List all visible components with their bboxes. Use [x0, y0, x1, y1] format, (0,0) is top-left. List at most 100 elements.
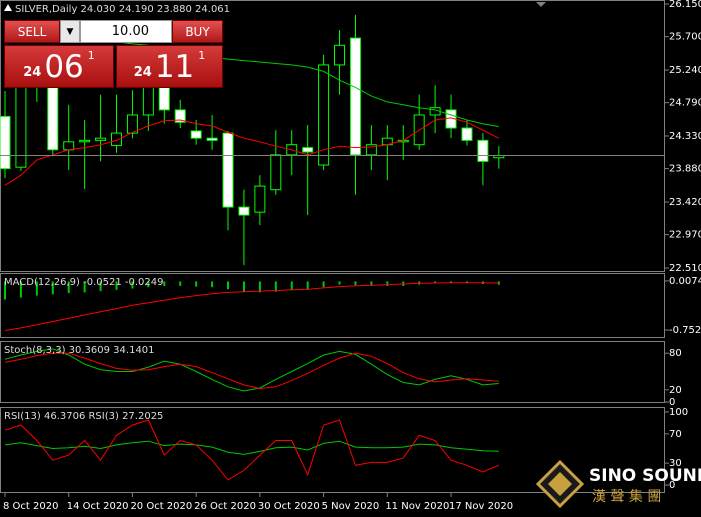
y-tick-label: -0.752	[669, 325, 701, 336]
y-tick-label: 70	[669, 429, 682, 440]
macd-histogram-bar	[370, 281, 373, 286]
macd-histogram-bar	[227, 281, 230, 290]
macd-histogram-bar	[163, 281, 166, 286]
candle-body	[222, 132, 234, 208]
macd-histogram-bar	[306, 281, 309, 290]
macd-histogram-bar	[4, 281, 6, 300]
y-tick-label: 22.970	[669, 230, 701, 241]
macd-histogram-bar	[322, 281, 325, 288]
macd-histogram-bar	[211, 281, 214, 288]
ask-price[interactable]: 24 11 1	[116, 45, 223, 88]
x-tick-label: 20 Oct 2020	[130, 501, 192, 512]
candle-body	[238, 206, 250, 216]
candle-body	[190, 130, 202, 139]
candle-body	[63, 141, 75, 151]
logo-inner	[548, 472, 572, 496]
y-tick-label: 80	[669, 348, 682, 359]
panel-frame	[0, 273, 665, 338]
x-tick-label: 30 Oct 2020	[258, 501, 320, 512]
y-tick-label: 20	[669, 385, 682, 396]
macd-histogram-bar	[131, 281, 134, 289]
candle-body	[365, 144, 377, 156]
macd-histogram-bar	[67, 281, 70, 294]
candle-body	[461, 127, 473, 141]
candle-body	[47, 83, 59, 151]
bid-price[interactable]: 24 06 1	[4, 45, 114, 88]
y-tick-label: 0	[669, 480, 675, 491]
panel-title: SILVER,Daily 24.030 24.190 23.880 24.061	[15, 4, 230, 15]
sell-button[interactable]: SELL	[4, 20, 60, 43]
volume-input[interactable]: 10.00	[80, 20, 172, 43]
indicator-line	[4, 348, 499, 392]
y-tick-label: 0	[669, 397, 675, 408]
candle-body	[302, 147, 314, 153]
candle-body	[349, 37, 361, 156]
candle-body	[111, 132, 123, 146]
panel-frame	[0, 407, 665, 493]
x-tick-label: 11 Nov 2020	[385, 501, 449, 512]
logo-name: SINO SOUND	[589, 466, 701, 486]
macd-histogram-bar	[195, 281, 198, 287]
panel	[4, 348, 499, 392]
candle-body	[206, 137, 218, 141]
candle-body	[254, 185, 266, 213]
panel-title: RSI(13) 46.3706 RSI(3) 27.2025	[4, 411, 163, 422]
y-tick-label: 26.150	[669, 0, 701, 10]
candle-body	[95, 137, 107, 141]
y-tick-label: 24.330	[669, 131, 701, 142]
y-tick-label: 25.240	[669, 65, 701, 76]
macd-histogram-bar	[242, 281, 245, 292]
macd-histogram-bar	[115, 281, 118, 290]
macd-histogram-bar	[497, 281, 500, 285]
panel-title: MACD(12,26,9) -0.0521 -0.0249	[4, 277, 164, 288]
y-tick-label: 30	[669, 458, 682, 469]
bid-prefix: 24	[23, 65, 42, 80]
x-tick-label: 17 Nov 2020	[449, 501, 513, 512]
buy-button[interactable]: BUY	[172, 20, 223, 43]
y-tick-label: 25.700	[669, 32, 701, 43]
indicator-line	[4, 419, 499, 481]
macd-histogram-bar	[354, 281, 357, 286]
macd-histogram-bar	[386, 281, 389, 286]
indicator-line	[4, 282, 499, 331]
macd-histogram-bar	[83, 281, 86, 293]
y-tick-label: 24.790	[669, 98, 701, 109]
candle-body	[142, 84, 154, 116]
macd-histogram-bar	[434, 281, 437, 284]
chart-shift-marker[interactable]	[536, 2, 546, 7]
panel	[4, 281, 500, 331]
macd-histogram-bar	[290, 281, 293, 291]
y-tick-label: 0.0074	[669, 276, 701, 287]
one-click-trading-panel: SELL ▼ 10.00 BUY 24 06 1 24 11 1	[4, 20, 223, 88]
logo-subtitle: 漢 聲 集 團	[592, 488, 661, 505]
candle-body	[174, 109, 186, 123]
ask-prefix: 24	[133, 65, 152, 80]
y-tick-label: 100	[669, 407, 688, 418]
ask-fraction: 1	[198, 49, 206, 62]
indicator-line	[4, 440, 499, 455]
logo: SINO SOUND 漢 聲 集 團	[535, 459, 701, 509]
x-tick-label: 26 Oct 2020	[194, 501, 256, 512]
macd-histogram-bar	[35, 281, 38, 296]
volume-down[interactable]: ▼	[60, 20, 80, 43]
macd-histogram-bar	[19, 281, 22, 298]
macd-histogram-bar	[338, 281, 341, 285]
bid-pips: 06	[44, 49, 84, 85]
macd-histogram-bar	[147, 281, 150, 288]
indicator-line	[4, 117, 500, 186]
x-tick-label: 8 Oct 2020	[3, 501, 58, 512]
macd-histogram-bar	[99, 281, 102, 292]
candle-body	[270, 154, 282, 191]
collapse-icon[interactable]	[4, 4, 12, 11]
x-tick-label: 5 Nov 2020	[322, 501, 380, 512]
x-tick-label: 14 Oct 2020	[67, 501, 129, 512]
panel-frame	[0, 341, 665, 403]
panel	[4, 419, 499, 481]
y-tick-label: 23.420	[669, 197, 701, 208]
y-tick-label: 23.880	[669, 164, 701, 175]
indicator-line	[4, 352, 499, 390]
order-row: SELL ▼ 10.00 BUY	[4, 20, 223, 43]
bid-fraction: 1	[87, 49, 95, 62]
